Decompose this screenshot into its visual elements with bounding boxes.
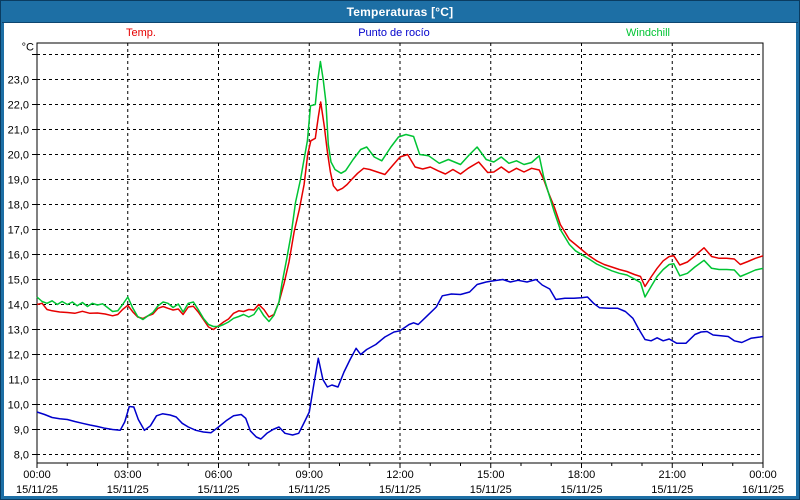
svg-text:15/11/25: 15/11/25 [560,484,602,496]
svg-text:15/11/25: 15/11/25 [107,484,149,496]
svg-text:09:00: 09:00 [295,469,323,481]
svg-text:11,0: 11,0 [8,375,29,387]
svg-text:23,0: 23,0 [8,75,29,87]
svg-text:18,0: 18,0 [8,200,29,212]
svg-text:21,0: 21,0 [8,125,29,137]
svg-text:21:00: 21:00 [658,469,686,481]
y-axis-labels: 8,0 9,0 10,0 11,0 12,0 13,0 14,0 15,0 16,0 17,0 18… [8,42,34,462]
svg-text:00:00: 00:00 [23,469,51,481]
svg-text:17,0: 17,0 [8,225,29,237]
page-title: Temperaturas [°C] [346,5,454,19]
gridlines [32,43,763,463]
svg-text:14,0: 14,0 [8,300,29,312]
svg-text:16,0: 16,0 [8,250,29,262]
svg-text:16/11/25: 16/11/25 [742,484,784,496]
series-line-0 [36,101,764,331]
series-line-1 [36,278,764,440]
plot-border [36,42,764,464]
svg-text:18:00: 18:00 [568,469,596,481]
svg-text:13,0: 13,0 [8,325,29,337]
svg-text:10,0: 10,0 [8,400,29,412]
legend-item-temp: Temp. [126,27,156,39]
svg-text:8,0: 8,0 [14,450,29,462]
svg-text:15/11/25: 15/11/25 [16,484,58,496]
svg-text:15,0: 15,0 [8,275,29,287]
svg-text:12,0: 12,0 [8,350,29,362]
svg-text:20,0: 20,0 [8,150,29,162]
series-line-2 [36,60,764,328]
legend-item-dewpoint: Punto de rocío [358,27,430,39]
legend-item-windchill: Windchill [625,27,671,39]
svg-text:19,0: 19,0 [8,175,29,187]
svg-text:06:00: 06:00 [205,469,233,481]
svg-text:00:00: 00:00 [749,469,777,481]
svg-text:15/11/25: 15/11/25 [197,484,239,496]
svg-text:15/11/25: 15/11/25 [651,484,693,496]
svg-text:22,0: 22,0 [8,100,29,112]
svg-text:15:00: 15:00 [477,469,505,481]
svg-text:12:00: 12:00 [386,469,414,481]
svg-text:9,0: 9,0 [14,425,29,437]
svg-text:03:00: 03:00 [114,469,142,481]
svg-text:15/11/25: 15/11/25 [379,484,421,496]
x-axis-labels: 00:00 15/11/25 03:00 15/11/25 06:00 15/11/25 0… [16,463,784,496]
svg-text:15/11/25: 15/11/25 [470,484,512,496]
svg-text:°C: °C [22,42,34,54]
title-bar: Temperaturas [°C] [2,2,798,23]
svg-text:15/11/25: 15/11/25 [288,484,330,496]
